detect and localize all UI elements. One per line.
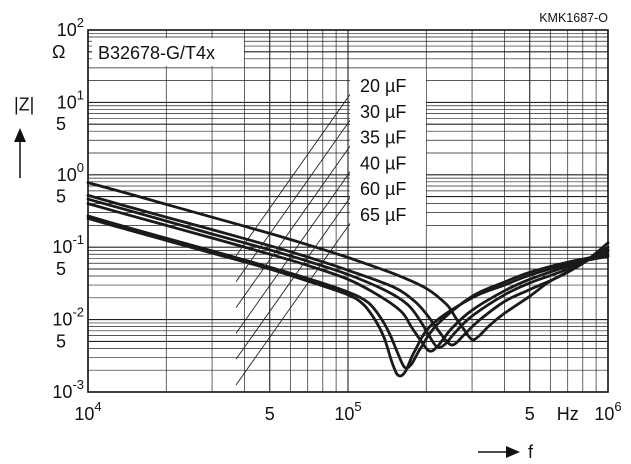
y-tick-label: 102	[57, 15, 84, 40]
legend-leader-line	[235, 214, 357, 386]
y-tick-label: 5	[56, 259, 66, 279]
y-axis-arrow-icon	[14, 128, 26, 178]
impedance-curves	[86, 181, 610, 378]
y-tick-label: 5	[56, 187, 66, 207]
impedance-curve	[86, 217, 610, 378]
y-tick-label: 10-1	[52, 232, 84, 257]
x-tick-label: 104	[74, 399, 101, 424]
impedance-curve	[86, 202, 610, 353]
y-tick-label: 5	[56, 114, 66, 134]
y-axis-unit: Ω	[52, 42, 65, 62]
legend-leader-line	[235, 137, 357, 308]
y-tick-label: 5	[56, 331, 66, 351]
x-axis-tick-labels: 104 5 105 5 106	[74, 399, 621, 424]
legend-label: 60 µF	[360, 179, 406, 199]
legend-box	[350, 70, 426, 229]
x-tick-label: 105	[334, 399, 361, 424]
legend: 20 µF 30 µF 35 µF 40 µF 60 µF 65 µF	[360, 76, 406, 225]
legend-label: 40 µF	[360, 153, 406, 173]
figure-code: KMK1687-O	[539, 11, 608, 25]
legend-leader-lines	[235, 85, 357, 386]
legend-label: 35 µF	[360, 128, 406, 148]
plot-frame	[87, 29, 609, 393]
legend-leader-line	[235, 111, 357, 283]
y-tick-label: 101	[57, 87, 84, 112]
x-axis-label: f	[528, 442, 534, 462]
x-tick-label: 106	[594, 399, 621, 424]
x-axis-arrow-icon	[478, 446, 520, 458]
legend-leader-line	[235, 163, 357, 334]
y-axis-label: |Z|	[14, 94, 34, 114]
y-arrow-head	[14, 128, 26, 142]
legend-leader-line	[235, 85, 357, 257]
legend-label: 65 µF	[360, 205, 406, 225]
legend-label: 20 µF	[360, 76, 406, 96]
x-axis-unit: Hz	[557, 404, 579, 424]
x-tick-label: 5	[265, 404, 275, 424]
y-tick-label: 10-2	[52, 305, 84, 330]
y-tick-label: 10-3	[52, 377, 84, 402]
impedance-curve	[86, 194, 610, 347]
chart-title: B32678-G/T4x	[98, 43, 215, 63]
y-tick-label: 100	[57, 160, 84, 185]
legend-label: 30 µF	[360, 102, 406, 122]
title-box	[92, 38, 244, 66]
x-tick-label: 5	[525, 404, 535, 424]
impedance-curve	[86, 197, 610, 349]
impedance-curve	[86, 214, 610, 370]
x-arrow-head	[506, 446, 520, 458]
